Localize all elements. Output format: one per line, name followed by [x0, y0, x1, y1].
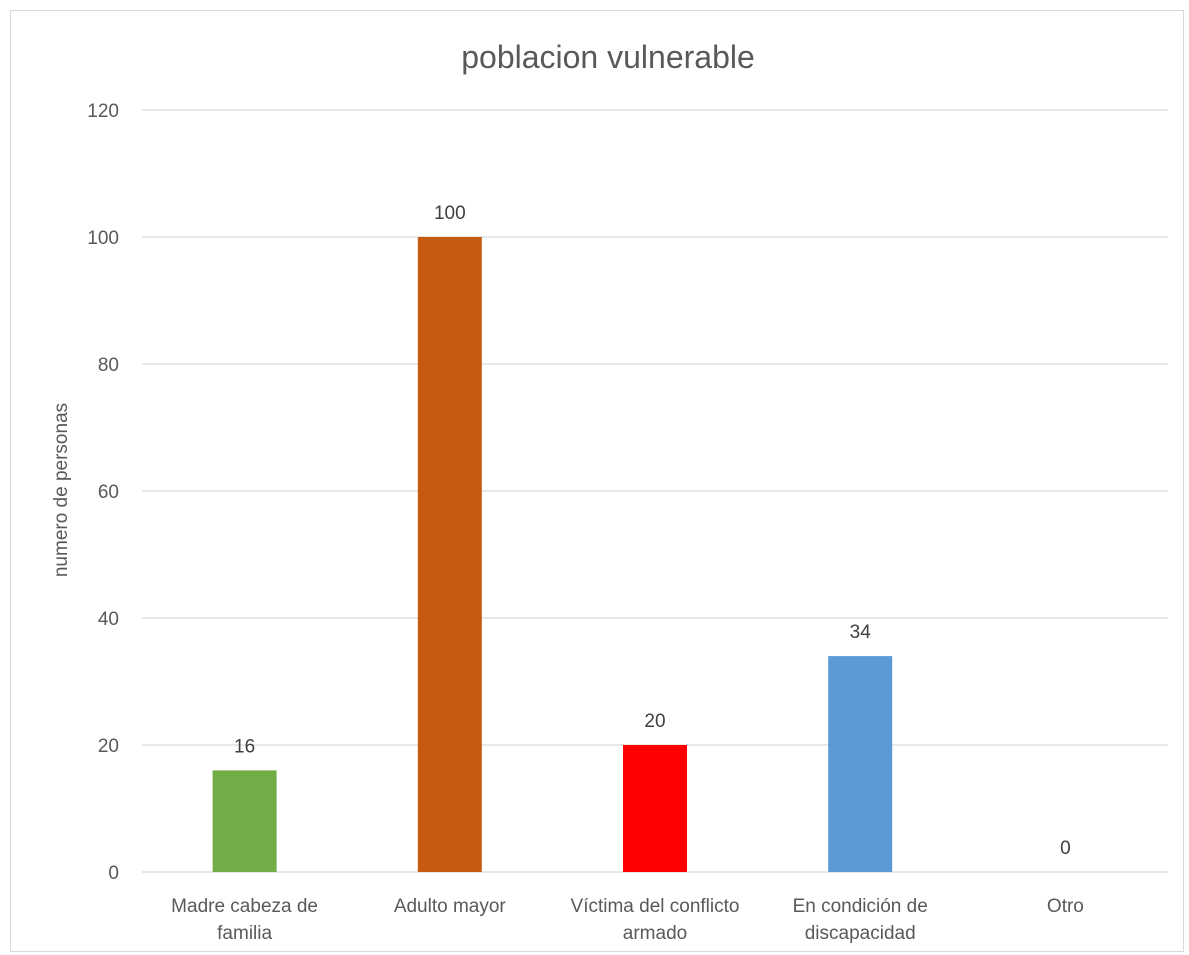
y-tick-label: 0: [108, 863, 119, 884]
bar: [212, 770, 277, 872]
category-label: familia: [217, 923, 272, 944]
y-axis-ticks: 0 20 40 60 80 100 120: [87, 101, 119, 884]
bar: [828, 656, 893, 872]
data-label: 0: [1060, 838, 1071, 859]
category-label: discapacidad: [805, 923, 916, 944]
category-label: Otro: [1047, 896, 1084, 917]
gridlines: [142, 109, 1168, 873]
chart-frame: [10, 10, 1184, 952]
bars: [212, 237, 893, 872]
category-label: Madre cabeza de: [171, 896, 318, 917]
y-tick-label: 60: [98, 482, 119, 503]
data-label: 20: [644, 711, 665, 732]
category-label: Víctima del conflicto: [571, 896, 740, 917]
bar: [623, 745, 687, 872]
bar: [417, 237, 482, 872]
x-axis-categories: Madre cabeza de familia Adulto mayor Víctim…: [171, 896, 1084, 944]
category-label: armado: [623, 923, 687, 944]
y-tick-label: 40: [98, 609, 119, 630]
chart-title: poblacion vulnerable: [461, 39, 755, 75]
data-label: 100: [434, 203, 466, 224]
category-label: Adulto mayor: [394, 896, 507, 917]
data-labels: 16 100 20 34 0: [234, 203, 1071, 859]
data-label: 34: [850, 622, 872, 643]
y-tick-label: 120: [87, 101, 119, 122]
y-tick-label: 80: [98, 355, 119, 376]
y-tick-label: 20: [98, 736, 119, 757]
data-label: 16: [234, 736, 255, 757]
y-axis-title: numero de personas: [51, 403, 72, 577]
category-label: En condición de: [793, 896, 928, 917]
y-tick-label: 100: [87, 228, 119, 249]
